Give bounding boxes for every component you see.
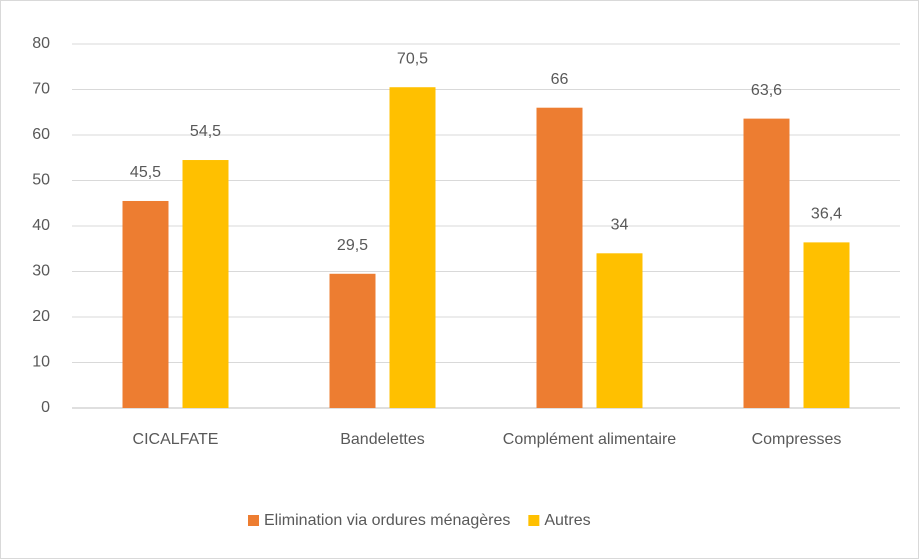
data-label: 36,4 [811,206,842,223]
legend-swatch [528,515,540,526]
y-tick-label: 80 [32,35,50,52]
y-tick-label: 70 [32,81,50,98]
bar [329,273,376,408]
data-label: 34 [611,217,629,234]
bar [389,87,436,408]
bar [596,253,643,408]
y-tick-label: 20 [32,308,50,325]
x-tick-label: Complément alimentaire [503,431,677,448]
y-tick-label: 40 [32,217,50,234]
bar [743,118,790,409]
x-tick-label: Compresses [752,431,842,448]
data-label: 29,5 [337,237,368,254]
data-label: 66 [551,71,569,88]
data-label: 45,5 [130,164,161,181]
bar [122,200,169,408]
bar [182,160,229,408]
data-label: 54,5 [190,123,221,140]
bar [536,107,583,408]
y-tick-label: 0 [41,399,50,416]
legend-label: Autres [544,512,590,529]
y-tick-label: 10 [32,354,50,371]
y-tick-label: 60 [32,126,50,143]
x-tick-label: Bandelettes [340,431,425,448]
x-tick-label: CICALFATE [133,431,219,448]
y-tick-label: 30 [32,263,50,280]
data-label: 70,5 [397,50,428,67]
data-label: 63,6 [751,82,782,99]
bar [803,242,850,408]
y-tick-label: 50 [32,172,50,189]
legend-label: Elimination via ordures ménagères [264,512,510,529]
legend-swatch [248,515,259,526]
